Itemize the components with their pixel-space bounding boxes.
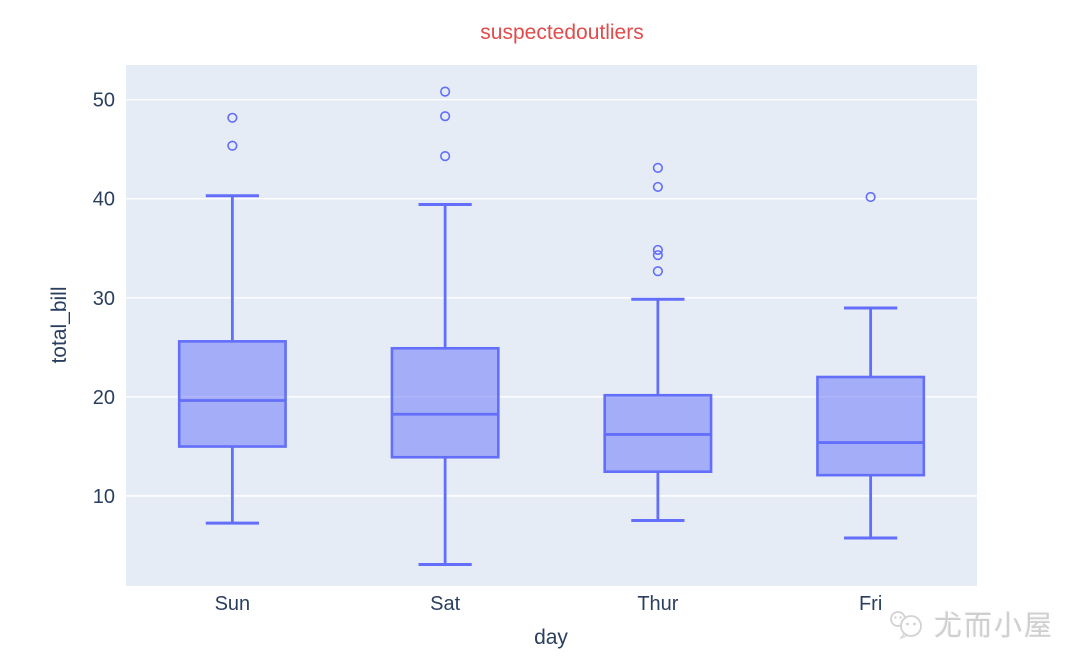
iqr-box[interactable]	[390, 346, 500, 459]
outlier-point[interactable]	[440, 151, 451, 162]
box-thur[interactable]	[603, 162, 713, 523]
wechat-logo-icon	[890, 611, 922, 640]
box-fri[interactable]	[816, 191, 926, 540]
outlier-point[interactable]	[227, 112, 238, 123]
outlier-point[interactable]	[865, 191, 876, 203]
x-axis-title: day	[534, 626, 568, 649]
box-sat[interactable]	[390, 86, 500, 567]
outlier-point[interactable]	[652, 162, 663, 174]
x-tick-label-sat: Sat	[430, 593, 460, 615]
y-tick-label-10: 10	[93, 486, 115, 508]
iqr-box[interactable]	[177, 340, 287, 448]
box-sun[interactable]	[177, 112, 287, 525]
outlier-point[interactable]	[652, 181, 663, 193]
outlier-point[interactable]	[652, 250, 663, 261]
y-tick-label-50: 50	[93, 90, 115, 112]
outlier-point[interactable]	[227, 140, 238, 151]
outlier-point[interactable]	[440, 111, 451, 122]
watermark-text: 尤而小屋	[933, 610, 1054, 641]
iqr-box[interactable]	[816, 375, 926, 477]
y-tick-label-30: 30	[93, 288, 115, 310]
watermark: 尤而小屋	[888, 604, 1054, 644]
x-tick-label-sun: Sun	[215, 593, 251, 615]
x-tick-label-fri: Fri	[859, 593, 882, 615]
outlier-point[interactable]	[652, 244, 663, 256]
outlier-point[interactable]	[652, 266, 663, 277]
y-tick-label-40: 40	[93, 189, 115, 211]
x-tick-label-thur: Thur	[637, 593, 678, 615]
outlier-point[interactable]	[440, 86, 451, 97]
plot-background[interactable]	[126, 65, 977, 586]
chart-title: suspectedoutliers	[480, 21, 644, 44]
y-tick-label-20: 20	[93, 387, 115, 409]
